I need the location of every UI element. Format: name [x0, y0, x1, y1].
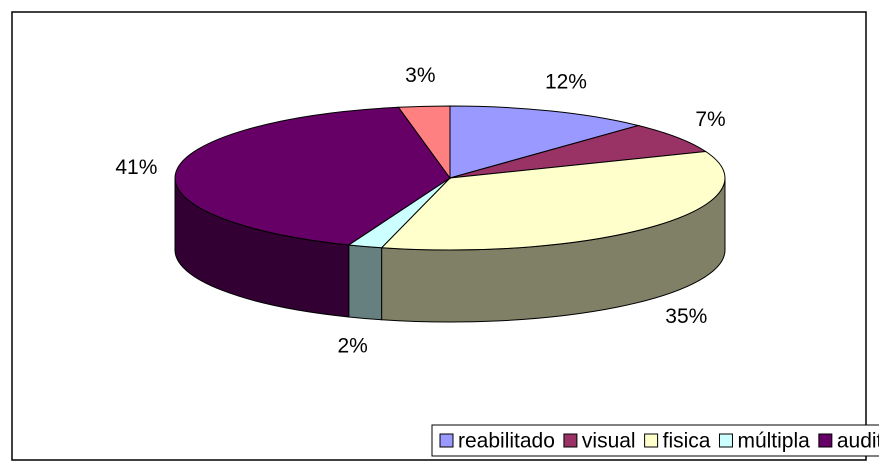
legend-swatch — [644, 433, 659, 448]
data-label: 7% — [695, 108, 725, 131]
data-label: 12% — [545, 71, 587, 94]
slice — [449, 105, 641, 179]
slice-side — [348, 244, 383, 321]
legend-swatch — [818, 433, 833, 448]
data-label: 41% — [115, 156, 157, 179]
legend-label: reabilitado — [458, 430, 555, 453]
legend-label: múltipla — [737, 430, 810, 453]
data-label: 2% — [337, 335, 367, 358]
slice — [449, 124, 708, 179]
legend-swatch — [439, 433, 454, 448]
data-label: 35% — [665, 305, 707, 328]
legend-label: visual — [582, 430, 636, 453]
legend-label: auditiva — [837, 430, 879, 453]
slice — [174, 106, 451, 246]
legend-swatch — [563, 433, 578, 448]
slice — [380, 150, 726, 251]
legend-swatch — [718, 433, 733, 448]
slice — [397, 105, 451, 180]
legend-label: fisica — [663, 430, 711, 453]
data-label: 3% — [405, 64, 435, 87]
